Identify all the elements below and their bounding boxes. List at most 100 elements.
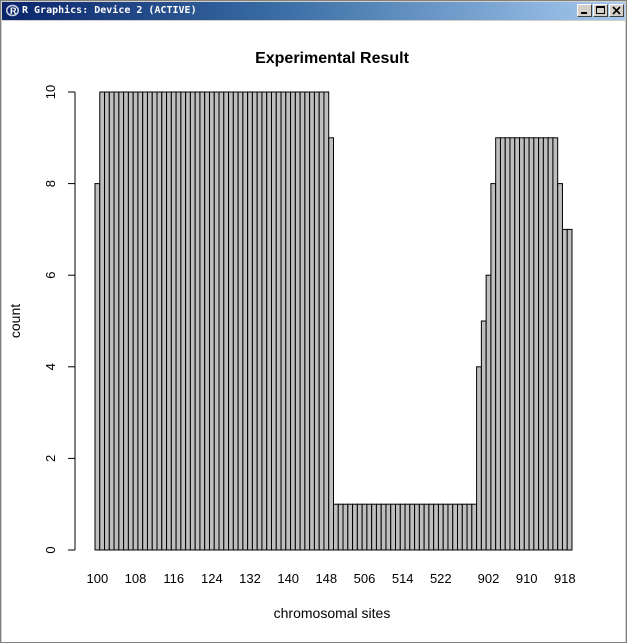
bar-908 (514, 137, 521, 551)
bar-100 (94, 183, 101, 551)
minimize-icon (581, 12, 587, 14)
bar-128 (228, 91, 234, 551)
bar-526 (457, 503, 463, 551)
bar-503 (347, 503, 354, 551)
x-tick-label: 918 (554, 571, 576, 586)
bar-103 (108, 91, 115, 551)
bar-500 (333, 503, 339, 551)
y-tick-label: 8 (43, 180, 58, 187)
bar-132 (247, 91, 253, 551)
bar-517 (414, 503, 420, 551)
bar-904 (495, 137, 501, 551)
bars (94, 91, 573, 551)
bar-508 (371, 503, 377, 551)
bar-123 (204, 91, 210, 551)
bar-113 (156, 91, 163, 551)
bar-915 (547, 137, 554, 551)
bar-905 (499, 137, 506, 551)
bar-911 (528, 137, 535, 551)
x-tick-label: 148 (315, 571, 337, 586)
bar-919 (566, 228, 573, 551)
bar-148 (323, 91, 330, 551)
bar-906 (504, 137, 511, 551)
minimize-button[interactable] (577, 4, 592, 17)
bar-141 (290, 91, 296, 551)
bar-147 (318, 91, 325, 551)
bar-134 (256, 91, 263, 551)
x-tick-label: 522 (430, 571, 452, 586)
bar-514 (399, 503, 406, 551)
bar-119 (185, 91, 191, 551)
bar-521 (433, 503, 439, 551)
bar-122 (199, 91, 206, 551)
y-tick-label: 2 (43, 455, 58, 462)
bar-111 (146, 91, 153, 551)
bar-502 (342, 503, 349, 551)
x-tick-label: 108 (125, 571, 147, 586)
bar-515 (404, 503, 411, 551)
bar-115 (166, 91, 172, 551)
window-title: R Graphics: Device 2 (ACTIVE) (22, 5, 197, 16)
bar-914 (542, 137, 549, 551)
bar-501 (337, 503, 344, 551)
bar-527 (461, 503, 468, 551)
bar-149 (328, 137, 335, 551)
bar-918 (561, 228, 568, 551)
maximize-button[interactable] (593, 4, 608, 17)
x-axis-label: chromosomal sites (274, 605, 391, 621)
y-tick-label: 4 (43, 363, 58, 370)
bar-144 (304, 91, 311, 551)
x-tick-label: 132 (239, 571, 261, 586)
bar-143 (299, 91, 306, 551)
bar-137 (270, 91, 277, 551)
svg-text:R: R (10, 6, 17, 16)
x-tick-label: 140 (277, 571, 299, 586)
bar-133 (251, 91, 258, 551)
bar-109 (137, 91, 144, 551)
bar-912 (533, 137, 540, 551)
bar-118 (180, 91, 187, 551)
close-icon (612, 6, 621, 15)
bar-510 (380, 503, 387, 551)
bar-135 (261, 91, 268, 551)
bar-509 (375, 503, 382, 551)
bar-106 (123, 91, 129, 551)
bar-900 (476, 366, 482, 551)
bar-114 (161, 91, 168, 551)
bar-917 (557, 183, 563, 551)
bar-505 (356, 503, 363, 551)
bar-902 (485, 274, 492, 551)
bar-507 (366, 503, 373, 551)
y-tick-label: 0 (43, 546, 58, 553)
bar-139 (280, 91, 287, 551)
bar-513 (395, 503, 401, 551)
x-tick-label: 902 (478, 571, 500, 586)
bar-903 (490, 183, 497, 551)
bar-145 (309, 91, 315, 551)
title-bar[interactable]: R R Graphics: Device 2 (ACTIVE) (2, 2, 625, 20)
bar-516 (409, 503, 416, 551)
bar-909 (519, 137, 525, 551)
bar-525 (452, 503, 459, 551)
bar-512 (390, 503, 397, 551)
bar-129 (232, 91, 239, 551)
bar-529 (471, 503, 478, 551)
bar-142 (294, 91, 301, 551)
bar-520 (428, 503, 435, 551)
bar-101 (99, 91, 106, 551)
bar-121 (194, 91, 201, 551)
close-button[interactable] (609, 4, 624, 17)
bar-907 (509, 137, 516, 551)
bar-901 (480, 320, 487, 551)
bar-524 (447, 503, 454, 551)
bar-138 (275, 91, 282, 551)
y-axis: 0 2 4 6 8 10 (43, 85, 76, 554)
bar-112 (151, 91, 158, 551)
bar-108 (132, 91, 139, 551)
bar-127 (223, 91, 230, 551)
bar-523 (442, 503, 449, 551)
plot-canvas: Experimental Result chromosomal sites co… (2, 21, 625, 642)
bar-913 (538, 137, 544, 551)
bar-110 (142, 91, 148, 551)
